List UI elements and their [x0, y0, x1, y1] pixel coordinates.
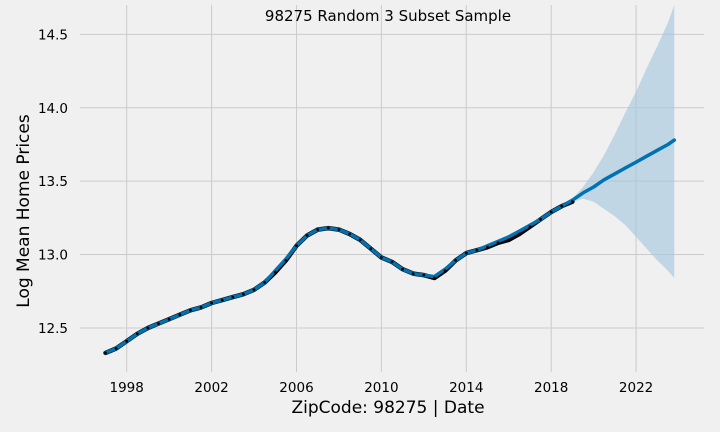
y-tick-label: 14.5	[38, 27, 68, 43]
observed-point	[252, 288, 256, 292]
observed-point	[295, 244, 298, 248]
observed-point	[316, 228, 320, 232]
observed-point	[422, 273, 426, 277]
observed-point	[189, 308, 192, 312]
observed-points	[104, 200, 574, 355]
observed-point	[486, 245, 489, 249]
y-axis-ticks: 12.5 13.0 13.5 14.0 14.5	[38, 27, 68, 337]
observed-point	[273, 270, 277, 274]
observed-point	[167, 317, 171, 321]
observed-point	[560, 204, 564, 208]
observed-point	[539, 217, 542, 221]
observed-point	[125, 339, 129, 343]
observed-point	[337, 228, 341, 232]
observed-point	[433, 276, 436, 280]
y-tick-label: 13.0	[38, 248, 68, 264]
observed-point	[210, 301, 214, 305]
observed-point	[507, 238, 511, 242]
x-tick-label: 2002	[194, 380, 228, 396]
observed-point	[454, 259, 458, 262]
observed-point	[475, 248, 479, 252]
observed-point	[146, 326, 150, 330]
x-tick-label: 2014	[449, 380, 483, 396]
observed-point	[348, 232, 351, 236]
x-axis-ticks: 1998 2002 2006 2010 2014 2018 2022	[110, 380, 654, 396]
x-tick-label: 2006	[279, 380, 313, 396]
observed-point	[528, 225, 532, 229]
x-tick-label: 2022	[619, 380, 653, 396]
observed-point	[390, 260, 394, 264]
x-tick-label: 2018	[534, 380, 568, 396]
x-tick-label: 2010	[364, 380, 398, 396]
observed-point	[157, 322, 160, 325]
observed-point	[231, 295, 235, 299]
y-tick-label: 14.0	[38, 101, 68, 117]
observed-point	[517, 232, 521, 236]
observed-point	[401, 267, 404, 271]
observed-point	[220, 298, 224, 302]
observed-point	[358, 238, 362, 242]
observed-point	[369, 247, 373, 251]
observed-point	[178, 313, 182, 317]
observed-point	[242, 292, 245, 296]
y-axis-label: Log Mean Home Prices	[14, 114, 34, 308]
observed-point	[326, 226, 330, 230]
observed-point	[199, 306, 203, 309]
observed-point	[114, 347, 118, 350]
observed-point	[380, 256, 383, 259]
y-tick-label: 13.5	[38, 174, 68, 190]
uncertainty-band	[572, 5, 675, 278]
x-tick-label: 1998	[110, 380, 144, 396]
uncertainty-band-group	[572, 5, 675, 278]
observed-point	[263, 281, 267, 284]
observed-point	[443, 269, 447, 273]
observed-point	[411, 272, 415, 275]
x-axis-label: ZipCode: 98275 | Date	[291, 398, 484, 418]
chart-title: 98275 Random 3 Subset Sample	[265, 7, 511, 25]
y-tick-label: 12.5	[38, 321, 68, 337]
observed-point	[549, 210, 553, 214]
observed-point	[496, 241, 500, 245]
observed-point	[464, 251, 468, 255]
observed-point	[305, 234, 309, 237]
observed-point	[104, 351, 107, 355]
observed-point	[571, 200, 574, 204]
observed-point	[284, 259, 288, 262]
observed-point	[135, 332, 139, 336]
